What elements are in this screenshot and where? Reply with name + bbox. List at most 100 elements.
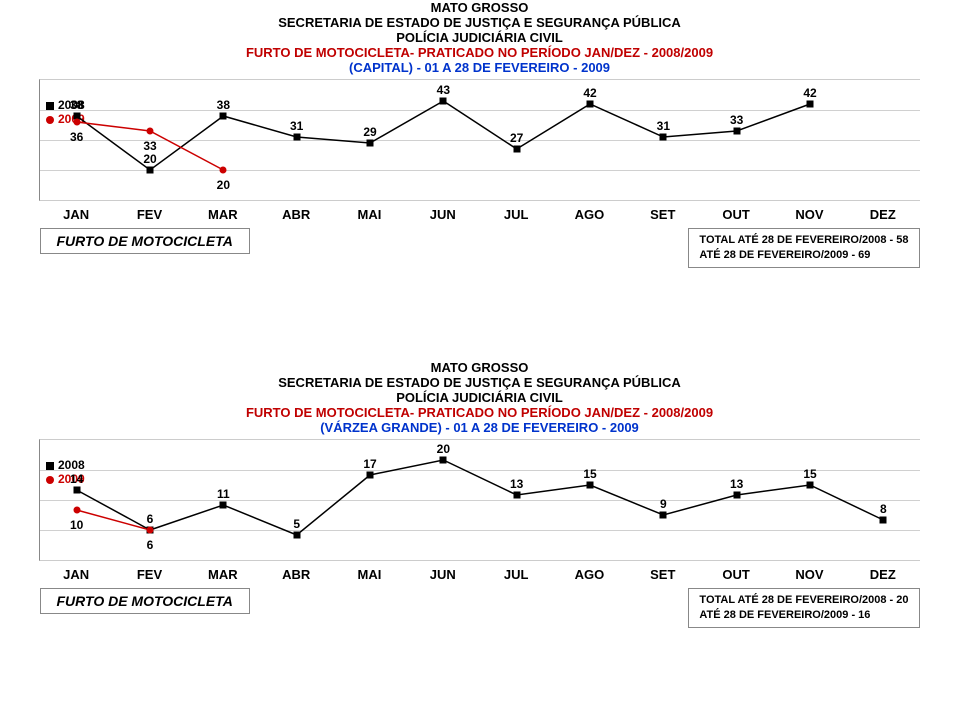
data-point — [220, 167, 227, 174]
totals-line: ATÉ 28 DE FEVEREIRO/2009 - 69 — [699, 248, 908, 263]
data-label: 38 — [70, 98, 83, 112]
totals-box: TOTAL ATÉ 28 DE FEVEREIRO/2008 - 58 ATÉ … — [688, 228, 919, 268]
plot-area: 200820093820383129432742313342363320 — [39, 79, 920, 201]
header-line: MATO GROSSO — [0, 0, 959, 15]
x-tick: MAR — [186, 207, 259, 222]
data-point — [660, 512, 667, 519]
data-label: 8 — [880, 502, 887, 516]
data-point — [440, 98, 447, 105]
data-label: 6 — [147, 512, 154, 526]
chart-header: MATO GROSSOSECRETARIA DE ESTADO DE JUSTI… — [0, 0, 959, 75]
x-tick: NOV — [773, 207, 846, 222]
header-line: SECRETARIA DE ESTADO DE JUSTIÇA E SEGURA… — [0, 15, 959, 30]
header-line: (VÁRZEA GRANDE) - 01 A 28 DE FEVEREIRO -… — [0, 420, 959, 435]
x-tick: SET — [626, 567, 699, 582]
data-label: 20 — [437, 442, 450, 456]
data-label: 10 — [70, 518, 83, 532]
x-tick: FEV — [113, 207, 186, 222]
x-tick: OUT — [699, 207, 772, 222]
data-label: 33 — [143, 139, 156, 153]
x-tick: MAI — [333, 207, 406, 222]
data-point — [807, 482, 814, 489]
data-point — [293, 134, 300, 141]
data-label: 31 — [290, 119, 303, 133]
data-point — [513, 146, 520, 153]
plot-area: 2008200914611517201315913158106 — [39, 439, 920, 561]
data-point — [880, 517, 887, 524]
totals-line: TOTAL ATÉ 28 DE FEVEREIRO/2008 - 58 — [699, 233, 908, 248]
header-line: FURTO DE MOTOCICLETA- PRATICADO NO PERÍO… — [0, 45, 959, 60]
data-label: 15 — [803, 467, 816, 481]
data-label: 43 — [437, 83, 450, 97]
charts-root: MATO GROSSOSECRETARIA DE ESTADO DE JUSTI… — [0, 0, 959, 717]
data-label: 13 — [730, 477, 743, 491]
x-tick: OUT — [699, 567, 772, 582]
x-tick: JAN — [40, 207, 113, 222]
x-tick: JUN — [406, 567, 479, 582]
data-label: 13 — [510, 477, 523, 491]
data-label: 29 — [363, 125, 376, 139]
data-point — [440, 457, 447, 464]
x-tick: JUL — [479, 567, 552, 582]
x-tick: NOV — [773, 567, 846, 582]
x-tick: FEV — [113, 567, 186, 582]
data-label: 31 — [657, 119, 670, 133]
data-point — [660, 134, 667, 141]
header-line: FURTO DE MOTOCICLETA- PRATICADO NO PERÍO… — [0, 405, 959, 420]
data-point — [367, 140, 374, 147]
data-point — [73, 119, 80, 126]
bottom-box: FURTO DE MOTOCICLETA TOTAL ATÉ 28 DE FEVE… — [40, 228, 920, 268]
x-tick: DEZ — [846, 207, 919, 222]
data-point — [147, 527, 154, 534]
data-point — [293, 532, 300, 539]
x-tick: SET — [626, 207, 699, 222]
data-label: 20 — [217, 178, 230, 192]
x-tick: MAR — [186, 567, 259, 582]
data-label: 20 — [143, 152, 156, 166]
series-svg — [40, 440, 920, 560]
header-line: MATO GROSSO — [0, 360, 959, 375]
data-label: 14 — [70, 472, 83, 486]
data-point — [807, 101, 814, 108]
series-svg — [40, 80, 920, 200]
chart-block: MATO GROSSOSECRETARIA DE ESTADO DE JUSTI… — [0, 0, 959, 360]
totals-line: TOTAL ATÉ 28 DE FEVEREIRO/2008 - 20 — [699, 593, 908, 608]
x-tick: JUL — [479, 207, 552, 222]
totals-line: ATÉ 28 DE FEVEREIRO/2009 - 16 — [699, 608, 908, 623]
bottom-box: FURTO DE MOTOCICLETA TOTAL ATÉ 28 DE FEVE… — [40, 588, 920, 628]
data-point — [513, 492, 520, 499]
data-point — [147, 128, 154, 135]
data-label: 6 — [147, 538, 154, 552]
data-point — [220, 502, 227, 509]
x-tick: JUN — [406, 207, 479, 222]
data-label: 36 — [70, 130, 83, 144]
data-label: 42 — [803, 86, 816, 100]
data-point — [587, 101, 594, 108]
legend-title: FURTO DE MOTOCICLETA — [40, 588, 250, 614]
data-label: 42 — [583, 86, 596, 100]
data-point — [733, 492, 740, 499]
data-label: 27 — [510, 131, 523, 145]
header-line: POLÍCIA JUDICIÁRIA CIVIL — [0, 30, 959, 45]
header-line: POLÍCIA JUDICIÁRIA CIVIL — [0, 390, 959, 405]
x-tick: MAI — [333, 567, 406, 582]
x-tick: DEZ — [846, 567, 919, 582]
data-point — [733, 128, 740, 135]
x-axis: JANFEVMARABRMAIJUNJULAGOSETOUTNOVDEZ — [40, 207, 920, 222]
x-axis: JANFEVMARABRMAIJUNJULAGOSETOUTNOVDEZ — [40, 567, 920, 582]
data-point — [73, 487, 80, 494]
data-label: 11 — [217, 487, 230, 501]
data-point — [73, 507, 80, 514]
chart-block: MATO GROSSOSECRETARIA DE ESTADO DE JUSTI… — [0, 360, 959, 717]
x-tick: ABR — [259, 207, 332, 222]
chart-header: MATO GROSSOSECRETARIA DE ESTADO DE JUSTI… — [0, 360, 959, 435]
data-point — [220, 113, 227, 120]
data-label: 33 — [730, 113, 743, 127]
x-tick: ABR — [259, 567, 332, 582]
totals-box: TOTAL ATÉ 28 DE FEVEREIRO/2008 - 20ATÉ 2… — [688, 588, 919, 628]
data-point — [147, 167, 154, 174]
legend-title: FURTO DE MOTOCICLETA — [40, 228, 250, 254]
x-tick: AGO — [553, 567, 626, 582]
header-line: (CAPITAL) - 01 A 28 DE FEVEREIRO - 2009 — [0, 60, 959, 75]
data-label: 5 — [293, 517, 300, 531]
